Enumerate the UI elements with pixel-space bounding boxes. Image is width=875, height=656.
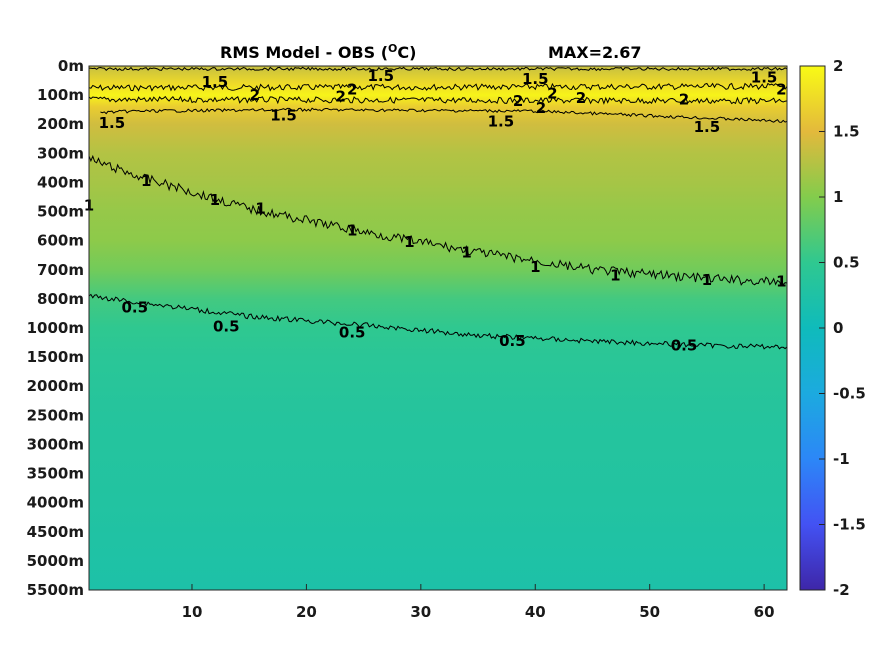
- y-tick-label-2: 200m: [37, 115, 84, 133]
- y-tick-label-8: 800m: [37, 290, 84, 308]
- contour-label-0-8: 2: [776, 80, 786, 98]
- colorbar-tick-label-6: -1: [833, 450, 850, 468]
- x-tick-label-1: 20: [296, 603, 317, 621]
- y-tick-label-12: 2500m: [27, 406, 84, 424]
- x-tick-label-0: 10: [182, 603, 203, 621]
- contour-label-2-0: 1.5: [270, 107, 297, 125]
- contour-label-3-4: 1: [404, 233, 414, 251]
- y-tick-label-17: 5000m: [27, 552, 84, 570]
- contour-line-3: [89, 154, 787, 287]
- contour-line-0-lower: [89, 95, 787, 105]
- max-label: MAX=2.67: [548, 43, 642, 62]
- contour-label-2-1: 1.5: [488, 112, 515, 130]
- y-axis: 0m 100m 200m 300m 400m 500m 600m 700m 800m 1000m 1…: [27, 57, 84, 599]
- contour-label-0-6: 2: [576, 89, 586, 107]
- colorbar-tick-label-4: 0: [833, 319, 843, 337]
- plot-frame: [88, 65, 788, 591]
- contour-label-4-3: 0.5: [499, 332, 526, 350]
- contour-line-0-upper: [89, 82, 787, 92]
- colorbar-tick-label-1: 1.5: [833, 123, 860, 141]
- colorbar: 2 1.5 1 0.5 0 -0.5 -1 -1.5 -2: [799, 57, 866, 599]
- x-tick-label-2: 30: [410, 603, 431, 621]
- contour-label-4-1: 0.5: [213, 318, 240, 336]
- contour-label-3-7: 1: [610, 267, 620, 285]
- colorbar-tick-label-5: -0.5: [833, 385, 866, 403]
- y-tick-label-13: 3000m: [27, 435, 84, 453]
- contour-label-4-4: 0.5: [671, 337, 698, 355]
- y-tick-label-4: 400m: [37, 173, 84, 191]
- chart-title: RMS Model - OBS (OC): [220, 42, 416, 62]
- contour-layer: [89, 66, 787, 350]
- y-tick-label-18: 5500m: [27, 581, 84, 599]
- contour-label-0-4: 2: [536, 99, 546, 117]
- contour-label-3-1: 1: [210, 191, 220, 209]
- heatmap-field: [89, 66, 787, 590]
- y-tick-label-7: 700m: [37, 261, 84, 279]
- contour-label-0-0: 2: [250, 86, 260, 104]
- y-tick-label-5: 500m: [37, 203, 84, 221]
- y-tick-label-10: 1500m: [27, 348, 84, 366]
- colorbar-tick-label-7: -1.5: [833, 516, 866, 534]
- colorbar-ticks: 2 1.5 1 0.5 0 -0.5 -1 -1.5 -2: [819, 57, 866, 599]
- contour-label-3-9: 1: [776, 272, 786, 290]
- y-tick-label-16: 4500m: [27, 523, 84, 541]
- colorbar-tick-label-8: -2: [833, 581, 850, 599]
- contour-label-0-7: 2: [679, 91, 689, 109]
- x-tick-label-4: 50: [639, 603, 660, 621]
- contour-label-0-1: 2: [335, 88, 345, 106]
- y-tick-label-0: 0m: [58, 57, 84, 75]
- x-tick-label-3: 40: [525, 603, 546, 621]
- contour-label-4-2: 0.5: [339, 323, 366, 341]
- colorbar-tick-label-0: 2: [833, 57, 843, 75]
- contour-label-3-0: 1: [141, 172, 151, 190]
- y-tick-label-3: 300m: [37, 144, 84, 162]
- contour-label-2-3: 1.5: [99, 114, 126, 132]
- contour-label-1-3: 1.5: [751, 69, 778, 87]
- contour-label-3-5: 1: [461, 243, 471, 261]
- x-axis: 10 20 30 40 50 60: [182, 584, 775, 621]
- contour-label-0-3: 2: [513, 92, 523, 110]
- y-tick-label-15: 4000m: [27, 494, 84, 512]
- contour-label-1-2: 1.5: [522, 70, 549, 88]
- colorbar-tick-label-2: 1: [833, 188, 843, 206]
- y-tick-label-1: 100m: [37, 86, 84, 104]
- y-tick-label-11: 2000m: [27, 377, 84, 395]
- contour-label-4-0: 0.5: [122, 299, 149, 317]
- contour-line-4: [89, 293, 787, 350]
- plot-area: 2 2 22 22 2 221.5 1.5 1.5 1.51.5 1.5 1.51.511 11111…: [84, 65, 788, 591]
- contour-label-3-6: 1: [530, 258, 540, 276]
- contour-label-1-0: 1.5: [202, 73, 229, 91]
- y-tick-label-6: 600m: [37, 232, 84, 250]
- contour-label-3-2: 1: [255, 200, 265, 218]
- contour-line-2: [100, 107, 787, 123]
- contour-label-0-2: 2: [347, 80, 357, 98]
- contour-label-3-3: 1: [347, 222, 357, 240]
- contour-label-0-5: 2: [547, 85, 557, 103]
- y-tick-label-9: 1000m: [27, 319, 84, 337]
- y-tick-label-14: 3500m: [27, 465, 84, 483]
- contour-label-1-1: 1.5: [368, 67, 395, 85]
- contour-label-3-8: 1: [702, 271, 712, 289]
- colorbar-tick-label-3: 0.5: [833, 254, 860, 272]
- contour-line-1: [89, 66, 787, 72]
- x-tick-label-5: 60: [754, 603, 775, 621]
- contour-label-2-2: 1.5: [694, 118, 721, 136]
- contour-label-layer: 2 2 22 22 2 221.5 1.5 1.5 1.51.5 1.5 1.51.511 11111…: [84, 67, 787, 354]
